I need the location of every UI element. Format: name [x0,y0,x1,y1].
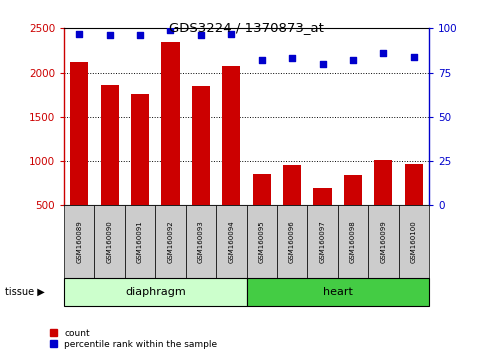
Bar [374,160,392,250]
Bar [246,278,429,306]
Bar [192,86,210,250]
Bar [161,42,179,250]
Bar [283,166,301,250]
Bar [155,205,186,278]
Text: heart: heart [323,287,352,297]
Text: GDS3224 / 1370873_at: GDS3224 / 1370873_at [169,21,324,34]
Text: GSM160092: GSM160092 [168,220,174,263]
Bar [398,205,429,278]
Bar [252,175,271,250]
Text: GSM160100: GSM160100 [411,220,417,263]
Bar [64,205,95,278]
Bar [338,205,368,278]
Bar [131,94,149,250]
Bar [101,85,119,250]
Point [318,61,326,67]
Bar [216,205,246,278]
Text: GSM160096: GSM160096 [289,220,295,263]
Point [106,33,113,38]
Bar [246,205,277,278]
Point [136,33,144,38]
Text: GSM160098: GSM160098 [350,220,356,263]
Point [197,33,205,38]
Bar [277,205,307,278]
Point [349,57,357,63]
Text: GSM160093: GSM160093 [198,220,204,263]
Text: tissue ▶: tissue ▶ [5,287,45,297]
Text: GSM160089: GSM160089 [76,220,82,263]
Bar [314,188,332,250]
Bar [307,205,338,278]
Text: GSM160094: GSM160094 [228,220,234,263]
Bar [222,67,241,250]
Bar [405,164,423,250]
Text: GSM160097: GSM160097 [319,220,325,263]
Point [288,56,296,61]
Bar [125,205,155,278]
Bar [344,175,362,250]
Bar [368,205,398,278]
Text: diaphragm: diaphragm [125,287,186,297]
Point [410,54,418,59]
Bar [64,278,246,306]
Text: GSM160095: GSM160095 [259,220,265,263]
Bar [70,62,88,250]
Point [380,50,387,56]
Legend: count, percentile rank within the sample: count, percentile rank within the sample [49,328,218,349]
Point [75,31,83,36]
Point [227,31,235,36]
Bar [186,205,216,278]
Point [258,57,266,63]
Text: GSM160091: GSM160091 [137,220,143,263]
Bar [95,205,125,278]
Point [167,27,175,33]
Text: GSM160090: GSM160090 [106,220,113,263]
Text: GSM160099: GSM160099 [380,220,387,263]
